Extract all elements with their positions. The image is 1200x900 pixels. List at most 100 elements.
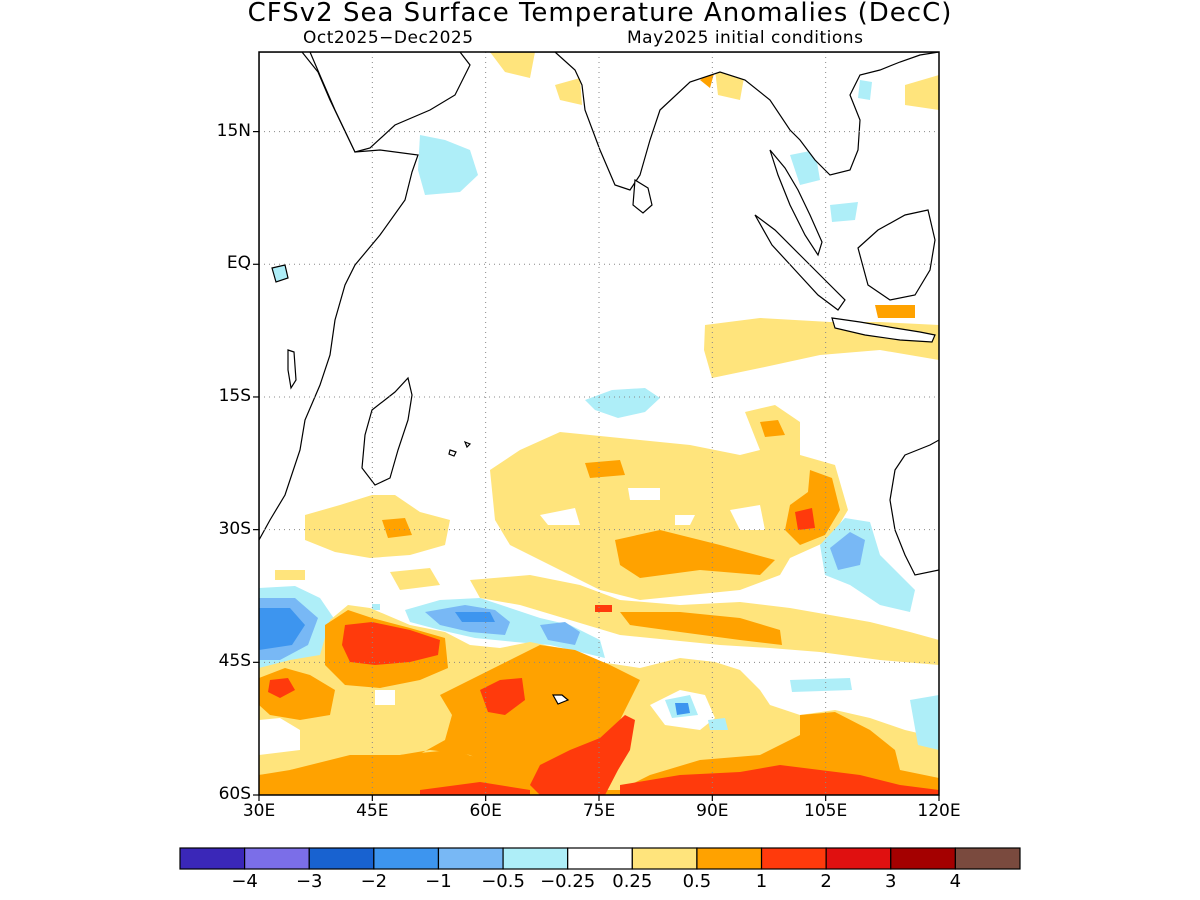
anomaly-region <box>830 202 858 222</box>
mascarene-land <box>448 449 457 457</box>
longitude-label: 75E <box>582 801 616 821</box>
anomaly-region <box>620 612 782 645</box>
chart-title: CFSv2 Sea Surface Temperature Anomalies … <box>247 0 953 28</box>
axis-ticks <box>253 131 940 801</box>
anomaly-region <box>490 52 535 78</box>
anomaly-region <box>480 678 525 715</box>
anomaly-region <box>259 608 305 650</box>
longitude-label: 120E <box>917 801 961 821</box>
latitude-label: 30S <box>218 518 251 539</box>
anomaly-region <box>342 622 440 665</box>
land-layer <box>259 52 939 705</box>
mascarene-land <box>463 440 472 449</box>
anomaly-region <box>830 532 865 570</box>
asia-land <box>490 52 939 191</box>
anomaly-region <box>530 715 635 795</box>
madagascar-land <box>361 376 413 486</box>
anomaly-region <box>390 568 440 590</box>
latitude-label: 15N <box>216 120 251 141</box>
colorbar-swatch <box>825 847 892 870</box>
anomaly-region <box>585 388 660 418</box>
latitude-label: 15S <box>218 385 251 406</box>
colorbar <box>179 847 1021 870</box>
anomaly-region <box>585 460 625 478</box>
colorbar-label: 4 <box>949 871 962 892</box>
australia-land <box>889 439 939 576</box>
anomaly-region <box>259 718 300 755</box>
colorbar-label: −1 <box>425 871 452 892</box>
anomaly-region <box>259 645 640 795</box>
anomaly-region <box>760 420 785 437</box>
arabia-land <box>309 52 471 153</box>
anomaly-region <box>615 530 775 578</box>
colorbar-swatch <box>437 847 504 870</box>
colorbar-swatch <box>373 847 440 870</box>
colorbar-label: 0.25 <box>612 871 653 892</box>
colorbar-label: −0.25 <box>540 871 596 892</box>
colorbar-label: 0.5 <box>682 871 712 892</box>
colorbar-label: −4 <box>231 871 258 892</box>
longitude-label: 30E <box>242 801 276 821</box>
anomaly-region <box>910 695 939 750</box>
anomaly-region <box>905 75 939 110</box>
longitude-label: 105E <box>804 801 848 821</box>
colorbar-swatch <box>890 847 956 870</box>
anomaly-region <box>708 718 728 730</box>
colorbar-swatch <box>244 847 310 870</box>
colorbar-swatch <box>502 847 569 870</box>
java-land <box>831 317 936 343</box>
latitude-label: 45S <box>218 651 251 672</box>
colorbar-swatch <box>308 847 375 870</box>
longitude-label: 90E <box>696 801 729 821</box>
anomaly-region <box>540 622 580 645</box>
lake-malawi-land <box>287 349 297 390</box>
anomaly-region <box>730 505 765 530</box>
anomaly-region <box>290 750 540 790</box>
anomaly-region <box>620 765 939 795</box>
colorbar-swatch <box>696 847 763 870</box>
colorbar-label: 3 <box>885 871 897 892</box>
anomaly-region <box>875 305 915 318</box>
colorbar-label: 2 <box>820 871 832 892</box>
colorbar-label: −2 <box>360 871 388 892</box>
anomaly-region <box>420 782 530 795</box>
anomaly-region <box>455 612 495 622</box>
anomaly-region <box>540 508 580 525</box>
anomaly-fill-layer <box>259 52 939 795</box>
colorbar-label: −0.5 <box>481 871 525 892</box>
anomaly-region <box>418 135 478 195</box>
malay-peninsula-land <box>769 149 823 257</box>
anomaly-region <box>305 495 450 558</box>
anomaly-region <box>704 318 939 378</box>
sri-lanka-land <box>632 178 653 214</box>
anomaly-region <box>858 80 872 100</box>
colorbar-swatch <box>567 847 633 870</box>
anomaly-region <box>595 605 612 612</box>
anomaly-region <box>372 604 380 610</box>
latitude-label: EQ <box>226 253 251 274</box>
subtitle-initial-conditions: May2025 initial conditions <box>627 28 864 48</box>
anomaly-region <box>790 678 852 692</box>
anomaly-region <box>675 515 695 525</box>
anomaly-region <box>275 570 305 580</box>
colorbar-swatch <box>631 847 698 870</box>
anomaly-region <box>382 518 412 538</box>
anomaly-region <box>555 78 582 105</box>
colorbar-label: 1 <box>755 871 768 892</box>
colorbar-swatch <box>954 847 1021 870</box>
anomaly-region <box>790 150 820 185</box>
colorbar-swatch <box>179 847 246 870</box>
anomaly-region <box>675 703 690 715</box>
colorbar-swatch <box>760 847 827 870</box>
anomaly-region <box>268 678 295 698</box>
anomaly-region <box>795 508 815 530</box>
longitude-label: 45E <box>356 801 389 821</box>
borneo-land <box>857 209 936 301</box>
anomaly-region <box>490 405 848 600</box>
colorbar-label: −3 <box>295 871 323 892</box>
kerguelen-land <box>551 694 570 705</box>
anomaly-region <box>628 488 660 500</box>
latitude-label: 60S <box>218 784 251 804</box>
anomaly-region <box>375 690 395 705</box>
